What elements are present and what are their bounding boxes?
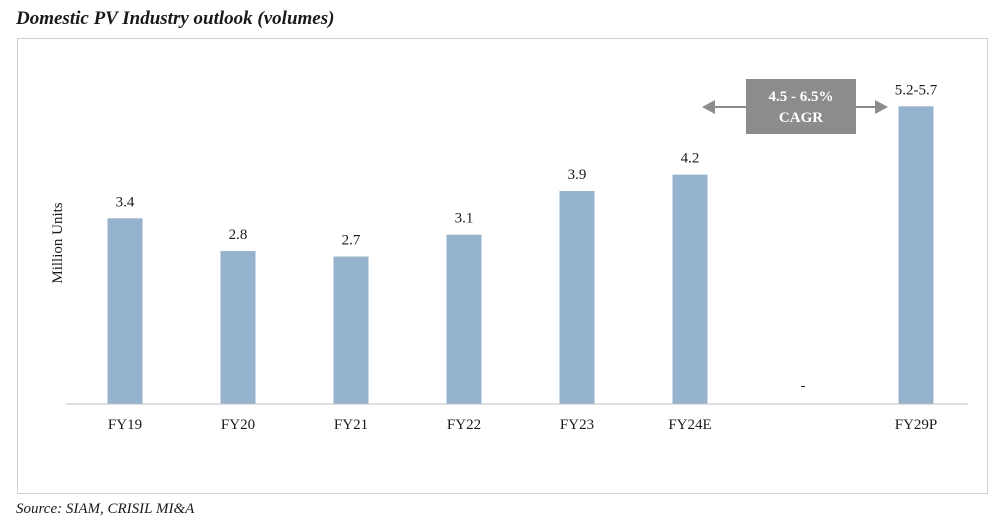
cagr-line1: 4.5 - 6.5% (769, 89, 834, 105)
data-label-fy23: 3.9 (568, 167, 587, 183)
cagr-arrow-right-head (875, 100, 888, 114)
bar-fy20 (220, 251, 256, 404)
x-tick-fy29p: FY29P (895, 417, 938, 433)
data-label-fy29p: 5.2-5.7 (895, 82, 938, 98)
y-axis-label: Million Units (50, 202, 66, 283)
bar-fy22 (446, 234, 482, 404)
cagr-line2: CAGR (779, 110, 823, 126)
data-label-fy22: 3.1 (455, 211, 474, 227)
cagr-box (746, 79, 856, 134)
cagr-annotation: 4.5 - 6.5% CAGR (702, 79, 888, 134)
x-tick-fy20: FY20 (221, 417, 255, 433)
bar-fy21 (333, 256, 369, 404)
x-tick-fy19: FY19 (108, 417, 142, 433)
data-label-fy24e: 4.2 (681, 151, 700, 167)
bar-fy29p (898, 106, 934, 404)
cagr-arrow-left-head (702, 100, 715, 114)
bar-chart: Million Units 3.4 2.8 2.7 3.1 3.9 4.2 - 5.2-5.7… (50, 79, 968, 433)
data-label-fy21: 2.7 (342, 233, 361, 249)
chart-frame: Million Units 3.4 2.8 2.7 3.1 3.9 4.2 - 5.2-5.7… (17, 38, 988, 494)
source-note: Source: SIAM, CRISIL MI&A (16, 501, 195, 517)
data-label-fy20: 2.8 (229, 227, 248, 243)
bar-fy19 (107, 218, 143, 404)
bar-fy23 (559, 191, 595, 404)
x-tick-fy22: FY22 (447, 417, 481, 433)
data-label-fy19: 3.4 (116, 194, 135, 210)
bar-fy24e (672, 174, 708, 404)
chart-title: Domestic PV Industry outlook (volumes) (16, 8, 335, 29)
data-label-gap: - (801, 378, 806, 394)
x-tick-fy21: FY21 (334, 417, 368, 433)
x-tick-fy23: FY23 (560, 417, 594, 433)
x-tick-fy24e: FY24E (668, 417, 711, 433)
